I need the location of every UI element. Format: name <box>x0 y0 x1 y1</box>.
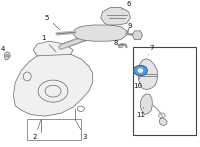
Text: 1: 1 <box>41 35 56 52</box>
Text: 5: 5 <box>45 15 60 30</box>
Text: 7: 7 <box>148 45 154 55</box>
Polygon shape <box>159 118 167 126</box>
Text: 10: 10 <box>133 76 142 89</box>
Text: 8: 8 <box>114 40 122 46</box>
Bar <box>27 119 81 140</box>
Text: 6: 6 <box>122 1 131 9</box>
Text: 11: 11 <box>136 107 145 118</box>
Polygon shape <box>140 94 152 115</box>
Text: 4: 4 <box>0 46 7 55</box>
Text: 9: 9 <box>128 23 132 30</box>
Polygon shape <box>73 25 127 41</box>
Bar <box>133 47 196 135</box>
Polygon shape <box>138 59 157 90</box>
Text: 2: 2 <box>33 120 41 140</box>
Polygon shape <box>101 7 130 25</box>
Polygon shape <box>13 51 93 116</box>
Circle shape <box>138 69 143 72</box>
Text: 3: 3 <box>76 120 87 140</box>
Polygon shape <box>132 31 142 40</box>
Polygon shape <box>33 41 73 56</box>
Polygon shape <box>4 52 10 60</box>
Circle shape <box>134 66 146 75</box>
